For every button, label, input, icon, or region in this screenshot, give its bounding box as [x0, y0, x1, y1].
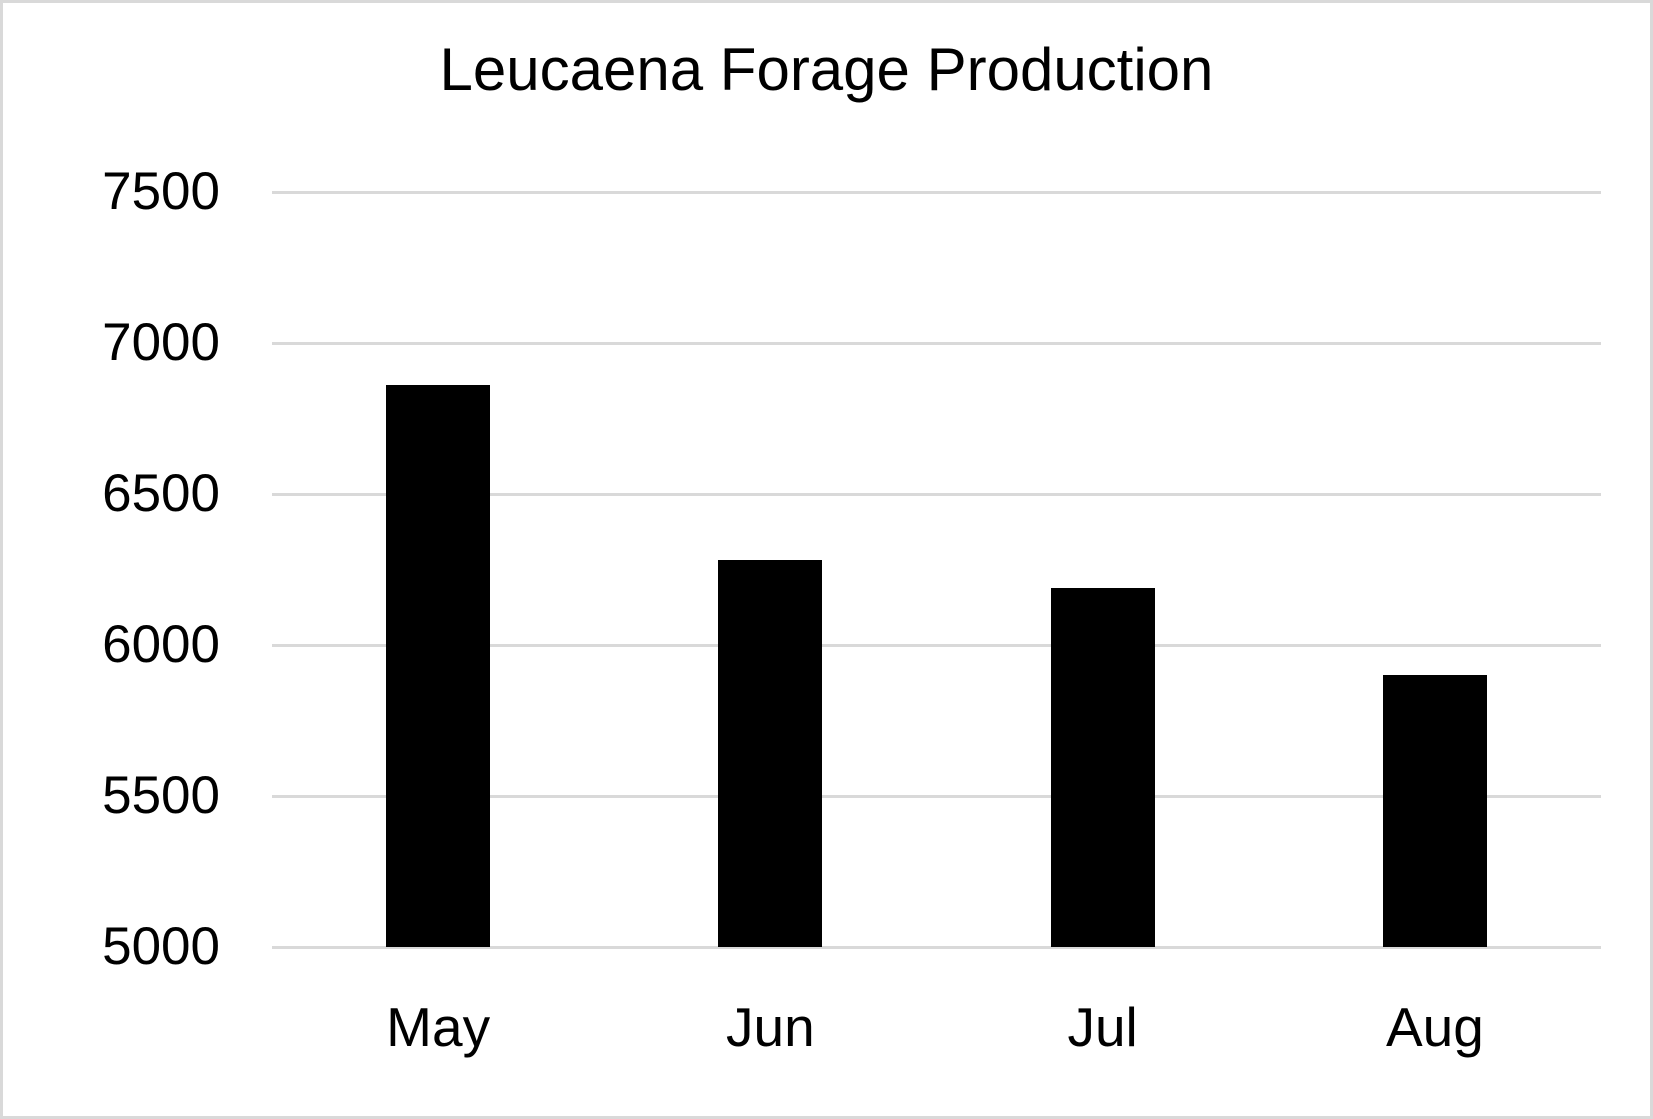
x-axis-category-label-may: May: [386, 996, 491, 1058]
y-axis-tick-label-5500: 5500: [102, 766, 220, 825]
gridline-7000: [272, 341, 1601, 345]
bar-jun: [718, 560, 823, 947]
bar-jul: [1050, 587, 1155, 947]
bar-may: [386, 385, 491, 947]
gridline-6500: [272, 492, 1601, 496]
plot-area: 5000 5500 6000 6500 7000 7500 May Jun Jul Aug: [102, 162, 1601, 1058]
y-axis-tick-label-6500: 6500: [102, 464, 220, 523]
x-axis-category-label-aug: Aug: [1385, 996, 1484, 1058]
y-axis-tick-label-7500: 7500: [102, 162, 220, 221]
gridline-7500: [272, 190, 1601, 194]
y-axis-tick-label-6000: 6000: [102, 615, 220, 674]
gridline-5000: [272, 945, 1601, 949]
gridline-6000: [272, 643, 1601, 647]
bar-aug: [1382, 675, 1487, 947]
y-axis-tick-label-7000: 7000: [102, 313, 220, 372]
x-axis-category-label-jun: Jun: [726, 996, 815, 1058]
chart-title: Leucaena Forage Production: [439, 36, 1214, 103]
x-axis-category-label-jul: Jul: [1067, 996, 1138, 1058]
gridline-5500: [272, 794, 1601, 798]
y-axis-tick-label-5000: 5000: [102, 917, 220, 976]
